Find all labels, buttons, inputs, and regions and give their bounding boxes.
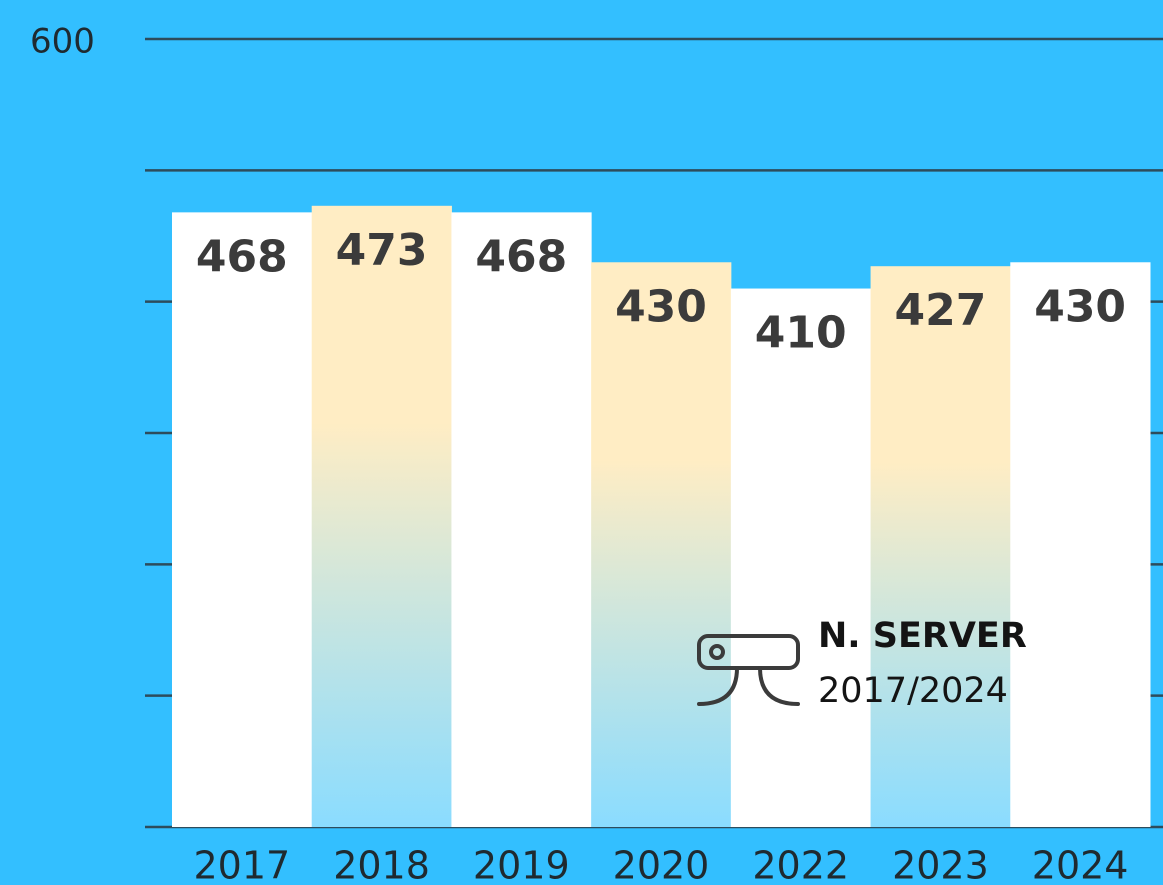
bar — [1010, 262, 1151, 827]
y-tick-label: 600 — [30, 22, 95, 62]
value-label: 468 — [475, 231, 567, 282]
labels: 600 468 2017 473 2018 468 2019 430 2020 410 2022 42… — [30, 22, 1129, 885]
bar — [591, 262, 732, 827]
value-label: 468 — [196, 231, 288, 282]
legend-title: N. SERVER — [818, 616, 1027, 656]
bar — [311, 205, 452, 827]
x-tick-label: 2022 — [752, 844, 849, 885]
value-label: 430 — [1034, 281, 1126, 332]
legend-icon — [697, 634, 800, 706]
bar — [730, 288, 872, 827]
bar — [451, 212, 592, 828]
x-tick-label: 2020 — [613, 844, 710, 885]
x-tick-label: 2023 — [892, 844, 989, 885]
bar — [870, 266, 1011, 827]
x-tick-label: 2024 — [1032, 844, 1129, 885]
value-label: 410 — [755, 308, 847, 359]
legend-subtitle: 2017/2024 — [818, 671, 1008, 711]
x-tick-label: 2019 — [473, 844, 570, 885]
x-tick-label: 2018 — [333, 844, 430, 885]
value-label: 473 — [336, 225, 428, 276]
value-label: 427 — [894, 285, 986, 336]
value-label: 430 — [615, 281, 707, 332]
x-tick-label: 2017 — [193, 844, 290, 885]
bars — [172, 205, 1151, 828]
bar — [172, 212, 313, 828]
